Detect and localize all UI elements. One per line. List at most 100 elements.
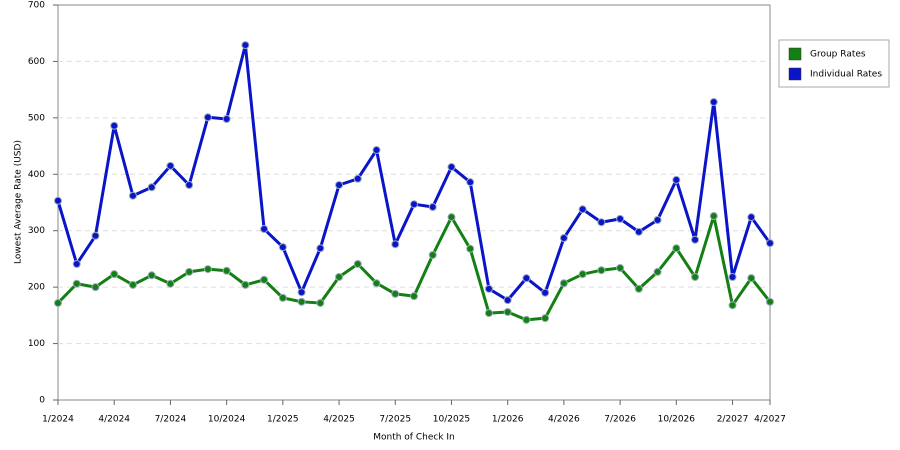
y-tick-label: 700 xyxy=(28,1,45,11)
data-point xyxy=(484,284,493,293)
data-point xyxy=(241,280,250,289)
data-point xyxy=(747,213,756,222)
data-point xyxy=(260,275,269,284)
x-axis-title: Month of Check In xyxy=(373,433,455,443)
data-point xyxy=(335,181,344,190)
data-point xyxy=(653,215,662,224)
data-point xyxy=(503,296,512,305)
data-point xyxy=(391,240,400,249)
data-point xyxy=(634,284,643,293)
data-point xyxy=(410,200,418,209)
data-point xyxy=(503,307,512,316)
x-tick-label: 4/2024 xyxy=(98,415,130,425)
data-point xyxy=(672,175,681,184)
data-point xyxy=(578,205,587,214)
x-tick-label: 7/2024 xyxy=(155,415,187,425)
data-point xyxy=(203,113,212,122)
data-point xyxy=(260,225,269,234)
y-tick-label: 500 xyxy=(28,113,45,123)
y-tick-label: 200 xyxy=(28,283,45,293)
data-point xyxy=(353,174,362,183)
data-point xyxy=(278,293,287,302)
x-tick-label: 10/2024 xyxy=(208,415,246,425)
data-point xyxy=(597,218,606,227)
data-point xyxy=(522,274,531,283)
data-point xyxy=(335,272,344,281)
x-tick-label: 1/2024 xyxy=(42,415,74,425)
x-tick-label: 4/2026 xyxy=(548,415,580,425)
data-point xyxy=(559,279,568,288)
data-point xyxy=(391,289,400,298)
data-point xyxy=(728,272,737,281)
data-point xyxy=(709,212,718,221)
data-point xyxy=(166,279,175,288)
data-point xyxy=(541,288,550,297)
data-point xyxy=(766,239,774,248)
data-point xyxy=(691,272,700,281)
legend-label: Group Rates xyxy=(810,50,866,60)
x-tick-label: 7/2026 xyxy=(604,415,636,425)
data-point xyxy=(447,213,456,222)
data-point xyxy=(616,214,625,223)
data-point xyxy=(316,244,325,253)
data-point xyxy=(297,297,306,306)
data-point xyxy=(747,274,756,283)
data-point xyxy=(316,298,325,307)
data-point xyxy=(484,309,493,318)
data-point xyxy=(559,234,568,243)
data-point xyxy=(616,263,625,272)
data-point xyxy=(466,178,475,187)
data-point xyxy=(466,244,475,253)
data-point xyxy=(597,266,606,275)
data-point xyxy=(353,260,362,269)
data-point xyxy=(72,279,81,288)
y-tick-label: 300 xyxy=(28,226,45,236)
data-point xyxy=(128,280,137,289)
data-point xyxy=(728,301,737,310)
data-point xyxy=(185,267,194,276)
data-point xyxy=(541,314,550,323)
y-tick-label: 100 xyxy=(28,339,45,349)
y-tick-label: 0 xyxy=(39,396,45,406)
x-tick-label: 4/2027 xyxy=(754,415,786,425)
data-point xyxy=(203,265,212,274)
data-point xyxy=(578,270,587,279)
legend-swatch xyxy=(788,67,802,81)
data-point xyxy=(297,288,306,297)
data-point xyxy=(166,161,175,170)
data-point xyxy=(147,271,156,280)
data-point xyxy=(447,162,456,171)
data-point xyxy=(672,244,681,253)
x-tick-label: 4/2025 xyxy=(323,415,355,425)
x-tick-label: 10/2026 xyxy=(658,415,696,425)
data-point xyxy=(691,235,700,244)
data-point xyxy=(54,196,62,205)
data-point xyxy=(410,292,418,301)
x-tick-label: 7/2025 xyxy=(379,415,411,425)
legend-label: Individual Rates xyxy=(810,70,882,80)
data-point xyxy=(766,297,774,306)
x-tick-label: 2/2027 xyxy=(717,415,749,425)
y-tick-label: 400 xyxy=(28,170,45,180)
data-point xyxy=(72,260,81,269)
data-point xyxy=(147,183,156,192)
data-point xyxy=(222,114,231,123)
data-point xyxy=(522,315,531,324)
data-point xyxy=(241,41,250,50)
data-point xyxy=(428,250,437,259)
data-point xyxy=(91,231,100,240)
x-tick-label: 1/2026 xyxy=(492,415,524,425)
data-point xyxy=(110,121,119,130)
data-point xyxy=(128,191,137,200)
data-point xyxy=(653,267,662,276)
x-tick-label: 1/2025 xyxy=(267,415,299,425)
x-tick-label: 10/2025 xyxy=(433,415,470,425)
data-point xyxy=(110,270,119,279)
data-point xyxy=(372,279,381,288)
data-point xyxy=(222,266,231,275)
data-point xyxy=(634,227,643,236)
y-tick-label: 600 xyxy=(28,57,45,67)
data-point xyxy=(91,283,100,292)
data-point xyxy=(54,298,62,307)
